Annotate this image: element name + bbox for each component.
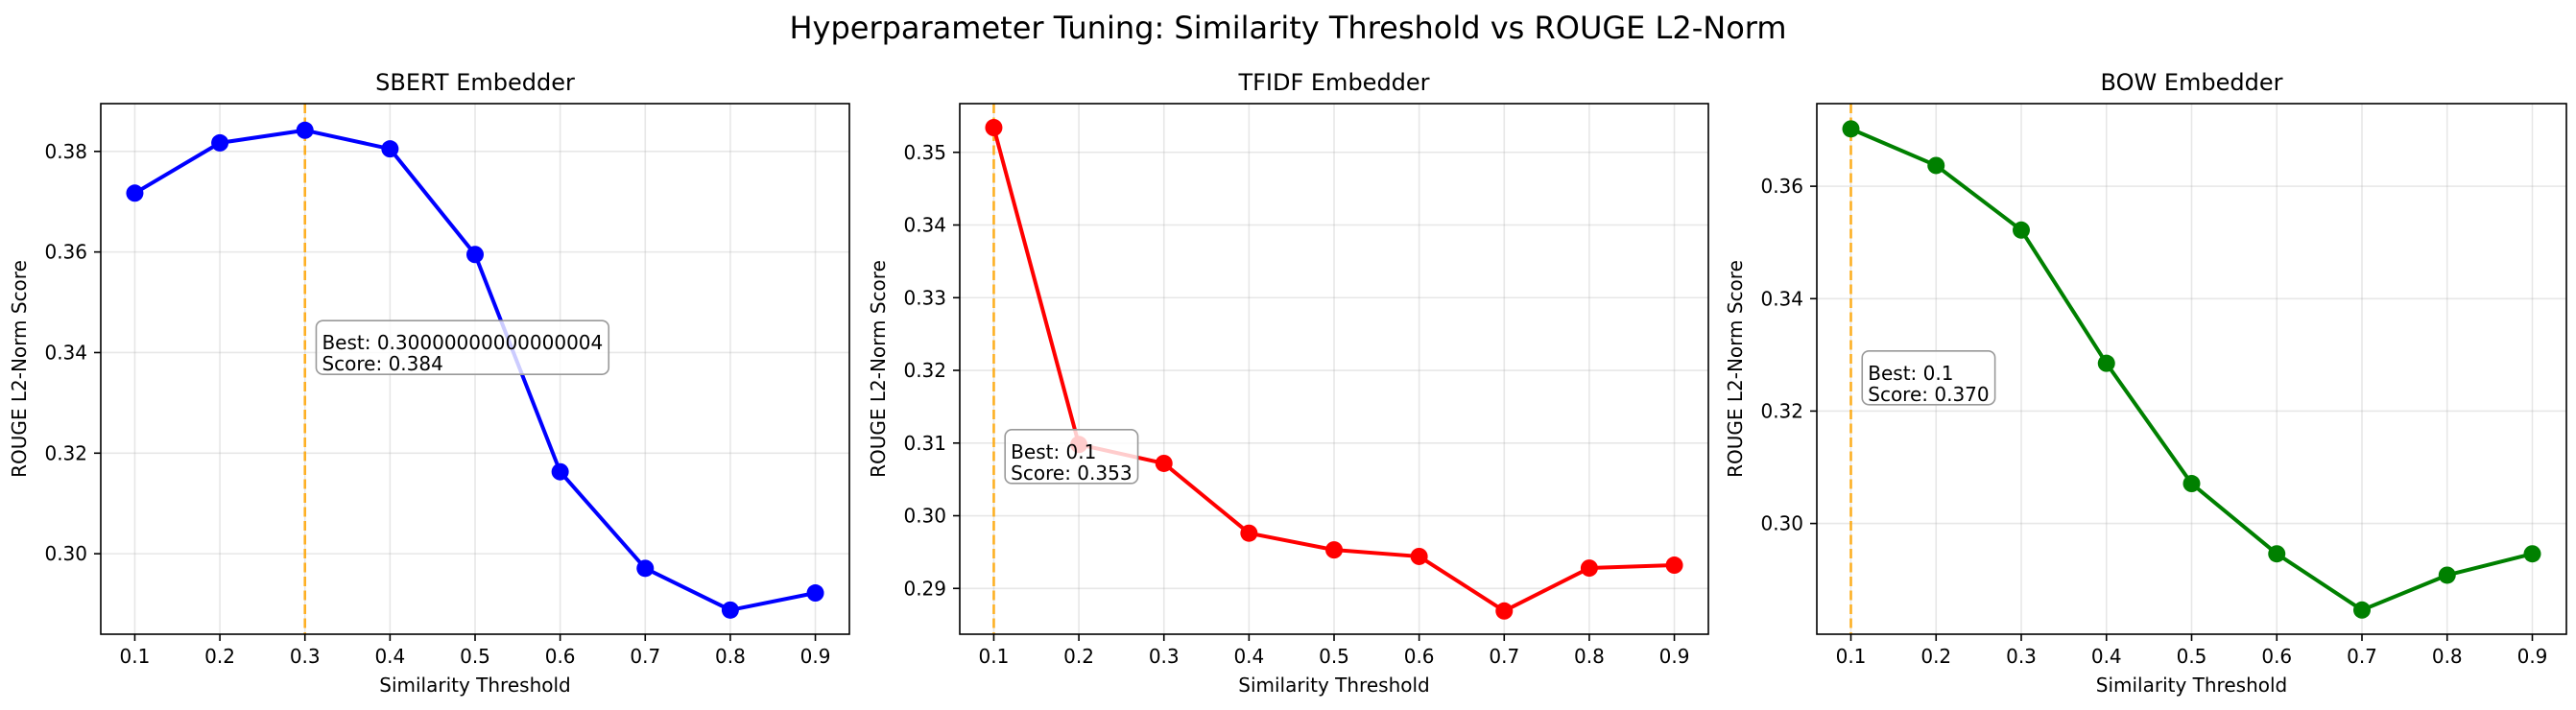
y-tick-label: 0.34 xyxy=(44,341,87,364)
x-tick-label: 0.2 xyxy=(1063,645,1094,668)
data-point xyxy=(721,601,739,619)
y-axis-label: ROUGE L2-Norm Score xyxy=(8,260,31,478)
x-tick-label: 0.1 xyxy=(979,645,1010,668)
data-point xyxy=(2182,475,2201,493)
y-tick-label: 0.29 xyxy=(903,577,946,600)
x-tick-label: 0.6 xyxy=(1404,645,1435,668)
y-tick-label: 0.32 xyxy=(903,359,946,382)
x-tick-label: 0.4 xyxy=(2091,645,2122,668)
x-tick-label: 0.9 xyxy=(1659,645,1690,668)
data-point xyxy=(2353,601,2371,619)
data-point xyxy=(296,121,314,139)
annotation-line: Score: 0.353 xyxy=(1011,462,1132,485)
x-axis-label: Similarity Threshold xyxy=(1238,674,1429,697)
annotation-line: Best: 0.30000000000000004 xyxy=(322,331,603,354)
annotation-line: Score: 0.384 xyxy=(322,352,442,375)
annotation-line: Best: 0.1 xyxy=(1868,362,1953,385)
data-point xyxy=(636,559,655,578)
x-tick-label: 0.8 xyxy=(2432,645,2463,668)
data-point xyxy=(1665,556,1683,575)
data-point xyxy=(2013,221,2030,239)
y-tick-label: 0.32 xyxy=(44,441,87,464)
data-point xyxy=(2097,354,2115,372)
x-tick-label: 0.4 xyxy=(1233,645,1264,668)
y-tick-label: 0.30 xyxy=(1760,512,1803,535)
x-tick-label: 0.7 xyxy=(2347,645,2377,668)
y-tick-label: 0.32 xyxy=(1760,399,1803,422)
data-point xyxy=(2523,545,2541,563)
y-tick-label: 0.30 xyxy=(903,505,946,528)
x-tick-label: 0.8 xyxy=(1574,645,1605,668)
y-tick-label: 0.35 xyxy=(903,141,946,164)
data-point xyxy=(2438,566,2456,584)
data-point xyxy=(1580,559,1598,578)
data-point xyxy=(1927,156,1945,175)
data-point xyxy=(2268,545,2286,563)
data-point xyxy=(1325,541,1343,559)
y-tick-label: 0.31 xyxy=(903,432,946,455)
x-tick-label: 0.3 xyxy=(2006,645,2037,668)
data-point xyxy=(1240,524,1258,542)
panel-title: BOW Embedder xyxy=(2101,69,2283,96)
data-point xyxy=(1842,120,1860,138)
data-point xyxy=(1495,602,1514,620)
x-tick-label: 0.7 xyxy=(1489,645,1519,668)
x-tick-label: 0.8 xyxy=(715,645,746,668)
data-point xyxy=(985,118,1003,136)
y-tick-label: 0.36 xyxy=(1760,175,1803,198)
data-point xyxy=(381,140,399,158)
x-tick-label: 0.6 xyxy=(545,645,576,668)
x-tick-label: 0.9 xyxy=(800,645,831,668)
y-axis-label: ROUGE L2-Norm Score xyxy=(1724,260,1747,478)
x-tick-label: 0.9 xyxy=(2517,645,2548,668)
x-axis-label: Similarity Threshold xyxy=(379,674,570,697)
data-point xyxy=(211,133,229,152)
data-point xyxy=(551,462,569,481)
annotation-box xyxy=(1004,429,1139,485)
x-tick-label: 0.5 xyxy=(1319,645,1349,668)
annotation-box xyxy=(1861,349,1996,406)
x-tick-label: 0.3 xyxy=(1149,645,1180,668)
panel-title: SBERT Embedder xyxy=(375,69,575,96)
data-point xyxy=(466,246,484,264)
annotation-line: Best: 0.1 xyxy=(1011,440,1096,463)
x-tick-label: 0.3 xyxy=(290,645,321,668)
y-axis-label: ROUGE L2-Norm Score xyxy=(867,260,890,478)
x-tick-label: 0.1 xyxy=(120,645,151,668)
x-tick-label: 0.7 xyxy=(630,645,660,668)
data-point xyxy=(1155,454,1173,472)
x-tick-label: 0.4 xyxy=(374,645,405,668)
x-tick-label: 0.1 xyxy=(1836,645,1867,668)
x-axis-label: Similarity Threshold xyxy=(2096,674,2287,697)
y-tick-label: 0.36 xyxy=(44,241,87,264)
data-point xyxy=(1410,547,1428,565)
panel-title: TFIDF Embedder xyxy=(1237,69,1429,96)
data-point xyxy=(806,584,824,603)
y-tick-label: 0.38 xyxy=(44,140,87,163)
annotation-line: Score: 0.370 xyxy=(1868,383,1989,406)
figure-title: Hyperparameter Tuning: Similarity Thresh… xyxy=(789,10,1786,46)
y-tick-label: 0.33 xyxy=(903,286,946,309)
x-tick-label: 0.5 xyxy=(2177,645,2207,668)
x-tick-label: 0.2 xyxy=(204,645,235,668)
x-tick-label: 0.2 xyxy=(1920,645,1951,668)
data-point xyxy=(126,184,144,202)
y-tick-label: 0.34 xyxy=(903,214,946,237)
x-tick-label: 0.5 xyxy=(460,645,490,668)
x-tick-label: 0.6 xyxy=(2261,645,2292,668)
annotation-box xyxy=(315,320,610,375)
y-tick-label: 0.34 xyxy=(1760,287,1803,310)
y-tick-label: 0.30 xyxy=(44,542,87,565)
